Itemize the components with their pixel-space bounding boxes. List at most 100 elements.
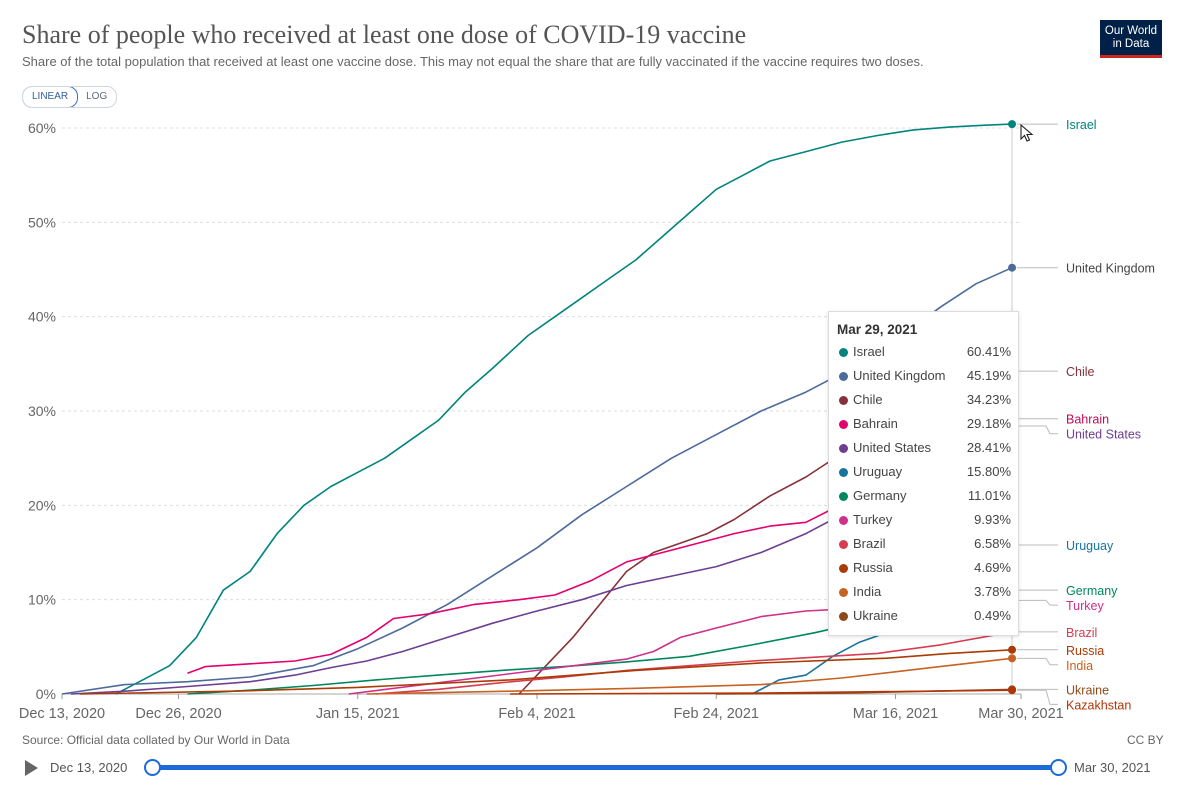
line-label: Turkey: [1066, 599, 1104, 613]
label-leader-line: [1017, 599, 1058, 606]
line-label: Ukraine: [1066, 683, 1109, 697]
tooltip-series-name: India: [853, 584, 882, 599]
x-tick-label: Mar 16, 2021: [853, 706, 938, 722]
tooltip-series-name: Chile: [853, 392, 883, 407]
scale-toggle[interactable]: LINEAR LOG: [22, 86, 118, 108]
owid-logo[interactable]: Our World in Data: [1100, 20, 1162, 58]
line-label: Bahrain: [1066, 413, 1109, 427]
x-tick-label: Dec 13, 2020: [19, 706, 105, 722]
tooltip-series-value: 11.01%: [967, 488, 1011, 503]
line-label: Russia: [1066, 644, 1104, 658]
series-color-dot: [839, 564, 848, 573]
label-leader-line: [1017, 425, 1058, 435]
y-tick-label: 40%: [28, 309, 56, 325]
x-tick-label: Jan 15, 2021: [316, 706, 400, 722]
timeline-start-handle[interactable]: [144, 759, 161, 776]
tooltip-row: Bahrain 29.18%: [837, 415, 1011, 435]
tooltip-row: Germany 11.01%: [837, 487, 1011, 507]
line-label: United Kingdom: [1066, 262, 1155, 276]
series-end-marker: [1008, 120, 1017, 129]
series-line-russia: [79, 649, 1013, 695]
series-color-dot: [839, 540, 848, 549]
series-end-marker: [1008, 654, 1017, 663]
tooltip-series-name: Ukraine: [853, 608, 898, 623]
tooltip-series-name: Brazil: [853, 536, 886, 551]
x-tick-label: Mar 30, 2021: [978, 706, 1063, 722]
line-label: Chile: [1066, 365, 1095, 379]
mouse-pointer-icon: [1020, 124, 1034, 142]
tooltip-series-name: Uruguay: [853, 464, 903, 479]
series-color-dot: [839, 348, 848, 357]
series-color-dot: [839, 444, 848, 453]
tooltip-row: United Kingdom 45.19%: [837, 367, 1011, 387]
y-tick-label: 60%: [28, 120, 56, 136]
chart-title: Share of people who received at least on…: [22, 20, 747, 49]
x-tick-label: Feb 24, 2021: [674, 706, 759, 722]
tooltip-row: Russia 4.69%: [837, 559, 1011, 579]
tooltip-series-value: 45.19%: [966, 368, 1011, 383]
series-end-marker: [1008, 686, 1017, 695]
y-tick-label: 20%: [28, 497, 56, 513]
tooltip-series-name: Turkey: [853, 512, 893, 527]
tooltip-series-value: 3.78%: [974, 584, 1011, 599]
tooltip-series-value: 29.18%: [966, 416, 1011, 431]
tooltip-row: Uruguay 15.80%: [837, 463, 1011, 483]
x-tick-label: Dec 26, 2020: [135, 706, 221, 722]
y-tick-label: 10%: [28, 592, 56, 608]
series-line-kazakhstan: [510, 689, 1013, 695]
label-leader-line: [1017, 689, 1058, 705]
timeline-track[interactable]: [151, 765, 1057, 770]
line-label: United States: [1066, 428, 1141, 442]
logo-accent-bar: [1100, 55, 1162, 58]
tooltip-series-name: Russia: [853, 560, 893, 575]
line-label: Uruguay: [1066, 539, 1114, 553]
series-color-dot: [839, 492, 848, 501]
series-color-dot: [839, 372, 848, 381]
tooltip-series-name: Germany: [853, 488, 907, 503]
tooltip-series-value: 28.41%: [966, 440, 1011, 455]
line-label: Brazil: [1066, 626, 1097, 640]
series-color-dot: [839, 516, 848, 525]
tooltip-row: Brazil 6.58%: [837, 535, 1011, 555]
linear-scale-button[interactable]: LINEAR: [23, 87, 79, 107]
series-color-dot: [839, 396, 848, 405]
license-link[interactable]: CC BY: [1127, 733, 1164, 747]
timeline-end-handle[interactable]: [1050, 759, 1067, 776]
tooltip-series-value: 6.58%: [974, 536, 1011, 551]
tooltip-series-name: Bahrain: [853, 416, 898, 431]
tooltip-series-value: 4.69%: [974, 560, 1011, 575]
tooltip-row: Ukraine 0.49%: [837, 607, 1011, 627]
line-label: Israel: [1066, 118, 1097, 132]
y-tick-label: 50%: [28, 214, 56, 230]
series-end-marker: [1008, 263, 1017, 272]
tooltip-series-value: 9.93%: [974, 512, 1011, 527]
tooltip-series-name: Israel: [853, 344, 885, 359]
timeline-end-label: Mar 30, 2021: [1074, 760, 1151, 775]
series-color-dot: [839, 420, 848, 429]
tooltip-series-value: 60.41%: [966, 344, 1011, 359]
y-tick-label: 30%: [28, 403, 56, 419]
tooltip-series-value: 34.23%: [966, 392, 1011, 407]
label-leader-line: [1017, 657, 1058, 666]
tooltip-series-value: 15.80%: [966, 464, 1011, 479]
tooltip-series-name: United States: [853, 440, 932, 455]
line-label: Kazakhstan: [1066, 698, 1131, 712]
series-color-dot: [839, 468, 848, 477]
log-scale-button[interactable]: LOG: [86, 91, 108, 102]
y-tick-label: 0%: [36, 686, 56, 702]
logo-line-2: in Data: [1112, 38, 1150, 50]
play-icon[interactable]: [25, 760, 38, 776]
series-line-brazil: [375, 631, 1013, 695]
logo-line-1: Our World: [1104, 25, 1158, 37]
series-line-israel: [115, 123, 1013, 695]
x-tick-label: Feb 4, 2021: [498, 706, 575, 722]
tooltip-row: Israel 60.41%: [837, 343, 1011, 363]
line-label: Germany: [1066, 584, 1118, 598]
hover-tooltip: Mar 29, 2021 Israel 60.41% United Kingdom 4…: [828, 311, 1019, 636]
source-note: Source: Official data collated by Our Wo…: [22, 733, 290, 747]
tooltip-row: United States 28.41%: [837, 439, 1011, 459]
tooltip-row: Chile 34.23%: [837, 391, 1011, 411]
timeline-slider[interactable]: Dec 13, 2020 Mar 30, 2021: [0, 752, 1179, 782]
tooltip-row: Turkey 9.93%: [837, 511, 1011, 531]
tooltip-series-name: United Kingdom: [853, 368, 946, 383]
